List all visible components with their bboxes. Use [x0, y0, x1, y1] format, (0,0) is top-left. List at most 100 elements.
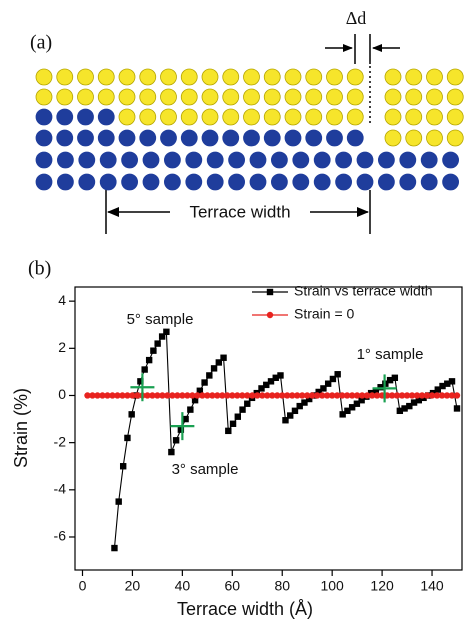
point: [386, 376, 394, 384]
point: [438, 392, 446, 399]
atom: [426, 129, 443, 147]
arrow-head: [343, 44, 353, 52]
point: [308, 392, 316, 399]
point: [439, 382, 446, 390]
point: [334, 371, 341, 378]
atom: [228, 173, 246, 191]
atom: [270, 173, 288, 191]
point: [134, 392, 141, 399]
point: [368, 392, 376, 399]
point: [269, 392, 276, 399]
terrace-label: Terrace width: [189, 202, 290, 221]
point: [129, 392, 136, 399]
annotation: 3° sample: [172, 461, 239, 478]
point: [329, 375, 337, 383]
atom: [446, 88, 464, 106]
point: [174, 392, 181, 399]
point: [189, 392, 196, 399]
atom: [243, 129, 260, 147]
y-tick-label: 2: [58, 339, 66, 355]
point: [413, 392, 421, 399]
atom: [284, 108, 302, 126]
point: [210, 365, 218, 372]
point: [433, 392, 441, 399]
x-tick-label: 120: [370, 578, 394, 594]
point: [225, 427, 232, 435]
y-axis-label: Strain (%): [11, 388, 31, 468]
point: [339, 411, 346, 418]
point: [169, 392, 176, 399]
point: [272, 374, 279, 381]
point: [114, 392, 121, 399]
point: [137, 378, 144, 385]
legend-label: Strain = 0: [294, 306, 355, 322]
atom: [139, 68, 157, 86]
point: [448, 392, 456, 399]
point: [403, 392, 411, 399]
x-axis-label: Terrace width (Å): [177, 599, 313, 619]
atom: [97, 129, 115, 147]
point: [388, 392, 396, 399]
point: [343, 392, 351, 399]
y-tick-label: -2: [54, 433, 67, 449]
annotation: 1° sample: [357, 346, 424, 363]
point: [194, 392, 201, 399]
point: [154, 340, 161, 347]
point: [363, 392, 371, 399]
atom: [57, 151, 74, 169]
atom: [426, 108, 443, 126]
legend-label: Strain vs terrace width: [294, 283, 433, 299]
atom: [384, 108, 402, 126]
atom: [118, 108, 136, 126]
atom: [99, 173, 117, 191]
point: [398, 392, 406, 399]
highlight-cross: [170, 412, 195, 441]
atom: [326, 108, 343, 126]
atom: [160, 129, 177, 147]
point: [393, 392, 401, 399]
point: [182, 415, 189, 423]
atom: [292, 173, 310, 191]
point: [187, 406, 194, 413]
atom: [222, 129, 240, 147]
point: [119, 392, 126, 399]
point: [264, 392, 271, 399]
point: [234, 413, 241, 420]
atom: [201, 108, 219, 126]
point: [215, 359, 223, 366]
atom: [313, 151, 331, 169]
point: [373, 392, 381, 399]
atom: [263, 129, 281, 147]
atom: [180, 129, 198, 147]
atom: [97, 88, 115, 106]
atom: [35, 129, 53, 147]
atom: [228, 151, 246, 169]
atom: [405, 88, 423, 106]
point: [296, 402, 303, 410]
point: [396, 407, 404, 415]
atom: [77, 68, 94, 86]
x-tick-label: 60: [225, 578, 241, 594]
atom: [305, 108, 323, 126]
arrow-head: [357, 207, 369, 217]
point: [299, 392, 306, 399]
atom: [118, 129, 136, 147]
atom: [399, 151, 417, 169]
point: [124, 434, 131, 442]
atom: [377, 173, 395, 191]
atom: [284, 88, 302, 106]
point: [406, 402, 413, 410]
atom: [35, 88, 53, 106]
atom: [201, 68, 219, 86]
atom: [335, 151, 353, 169]
atom: [356, 173, 374, 191]
atom: [384, 129, 402, 147]
atom: [284, 129, 302, 147]
point: [177, 426, 185, 433]
atom: [35, 151, 53, 169]
point: [158, 333, 166, 340]
point: [184, 392, 191, 399]
point: [391, 374, 399, 381]
point: [224, 392, 231, 399]
atom: [263, 68, 281, 86]
